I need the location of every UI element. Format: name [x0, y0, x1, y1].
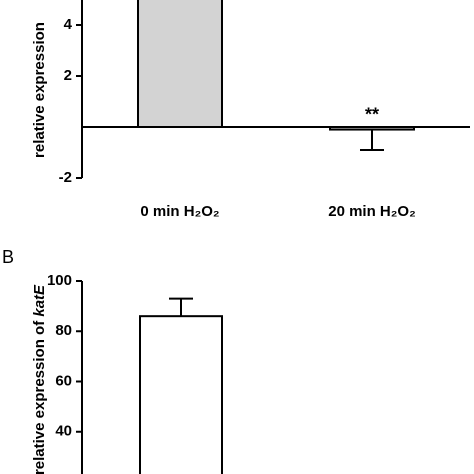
y-axis-label: relative expression — [31, 22, 48, 158]
error-bar — [360, 129, 384, 151]
y-tick-label: 2 — [64, 67, 72, 84]
y-tick-label: 60 — [55, 372, 72, 389]
bar — [139, 315, 223, 474]
annotation: ** — [365, 104, 379, 124]
y-tick-label: 4 — [64, 16, 73, 33]
y-label-text: relative expression — [31, 22, 48, 158]
error-bar — [169, 297, 193, 317]
y-tick-label: 100 — [47, 272, 72, 289]
y-axis-label: relative expression of katE — [31, 284, 48, 474]
y-tick-label: -2 — [59, 169, 72, 186]
y-tick-label: 40 — [55, 423, 72, 440]
y-label-text: relative expression of — [31, 320, 48, 474]
bar — [137, 0, 223, 128]
y-tick-label: 80 — [55, 322, 72, 339]
y-label-gene: katE — [31, 284, 48, 317]
panel-label: B — [2, 247, 14, 267]
x-tick-label: 0 min H₂O₂ — [140, 203, 219, 220]
x-tick-label: 20 min H₂O₂ — [328, 203, 416, 220]
